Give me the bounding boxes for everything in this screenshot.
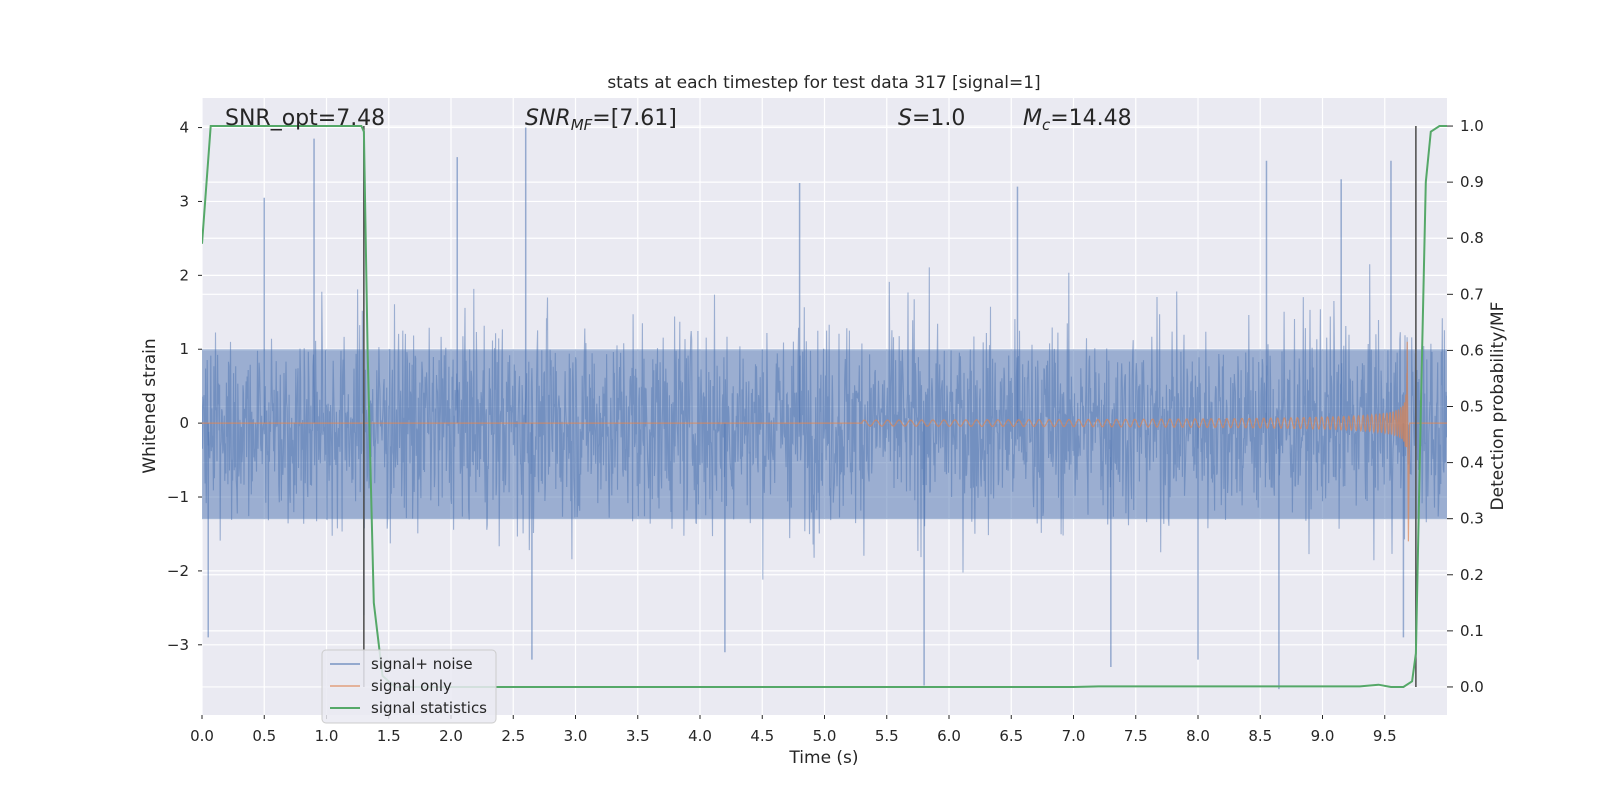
x-tick-label: 3.5	[626, 727, 650, 745]
y2-tick-label: 0.7	[1460, 285, 1484, 303]
y-tick-label: −2	[167, 562, 189, 580]
y2-tick-label: 0.2	[1460, 566, 1484, 584]
x-tick-label: 1.5	[377, 727, 401, 745]
annotation-snr-mf-value: =[7.61]	[592, 106, 677, 131]
y2-tick-label: 0.4	[1460, 454, 1484, 472]
x-tick-label: 4.5	[750, 727, 774, 745]
data-layer	[202, 125, 1447, 690]
legend-box	[321, 649, 497, 724]
y-axis-label: Whitened strain	[140, 338, 160, 473]
series-signal-statistics	[202, 125, 1447, 688]
x-tick-label: 8.0	[1186, 727, 1210, 745]
y-tick-label: −1	[167, 488, 189, 506]
x-tick-label: 1.0	[315, 727, 339, 745]
y2-tick-label: 1.0	[1460, 117, 1484, 135]
y2-tick-label: 0.3	[1460, 510, 1484, 528]
y2-tick-label: 0.5	[1460, 398, 1484, 416]
annotation-mc-symbol: M	[1023, 106, 1042, 131]
annotation-s: S=1.0	[898, 106, 965, 131]
series-signal-noise	[202, 127, 1447, 690]
x-tick-label: 5.5	[875, 727, 899, 745]
y-tick-label: 0	[179, 414, 189, 432]
y2-tick-label: 0.8	[1460, 229, 1484, 247]
annotation-s-value: =1.0	[912, 106, 965, 131]
signal-trace	[202, 341, 1447, 542]
annotation-snr-mf-subscript: MF	[571, 116, 593, 134]
legend-label-noise: signal+ noise	[371, 655, 473, 673]
x-axis-label: Time (s)	[788, 748, 858, 768]
y-tick-label: 3	[179, 192, 189, 210]
x-tick-label: 6.5	[999, 727, 1023, 745]
y-tick-label: 2	[179, 266, 189, 284]
x-tick-label: 7.5	[1124, 727, 1148, 745]
x-tick-label: 2.5	[501, 727, 525, 745]
x-tick-label: 0.0	[190, 727, 214, 745]
x-axis-ticks: 0.0 0.5 1.0 1.5 2.0 2.5 3.0 3.5 4.0 4.5 5.0 5.5 6.0 6…	[190, 715, 1397, 745]
x-tick-label: 0.5	[252, 727, 276, 745]
x-tick-label: 9.5	[1373, 727, 1397, 745]
y2-tick-label: 0.9	[1460, 173, 1484, 191]
y2-tick-label: 0.1	[1460, 622, 1484, 640]
annotation-mc-subscript: c	[1042, 116, 1051, 134]
x-tick-label: 8.5	[1248, 727, 1272, 745]
y2-axis-label: Detection probability/MF	[1488, 302, 1508, 511]
x-tick-label: 5.0	[813, 727, 837, 745]
stats-line	[202, 125, 1447, 688]
annotation-mc-value: =14.48	[1050, 106, 1131, 131]
annotation-snr-mf: SNRMF=[7.61]	[525, 106, 677, 134]
x-tick-label: 6.0	[937, 727, 961, 745]
legend-label-stats: signal statistics	[371, 699, 487, 717]
y-tick-label: 1	[179, 340, 189, 358]
annotation-mc: Mc=14.48	[1023, 106, 1132, 134]
legend-label-signal: signal only	[371, 677, 452, 695]
annotation-snr-opt: SNR_opt=7.48	[225, 106, 385, 131]
legend: signal+ noise signal only signal statist…	[321, 649, 497, 724]
annotation-snr-mf-symbol: SNR	[525, 106, 571, 131]
x-tick-label: 4.0	[688, 727, 712, 745]
x-tick-label: 3.0	[564, 727, 588, 745]
x-tick-label: 9.0	[1311, 727, 1335, 745]
x-tick-label: 2.0	[439, 727, 463, 745]
y-axis-ticks: 4 3 2 1 0 −1 −2 −3	[167, 119, 202, 654]
y-tick-label: 4	[179, 119, 189, 137]
noise-core-band	[202, 349, 1447, 520]
vertical-markers	[363, 126, 1417, 687]
y2-tick-label: 0.0	[1460, 678, 1484, 696]
x-tick-label: 7.0	[1062, 727, 1086, 745]
series-signal-only	[202, 341, 1447, 542]
annotation-s-symbol: S	[898, 106, 912, 131]
y2-tick-label: 0.6	[1460, 341, 1484, 359]
chart-title: stats at each timestep for test data 317…	[607, 73, 1040, 93]
y-tick-label: −3	[167, 636, 189, 654]
y2-axis-ticks: 1.0 0.9 0.8 0.7 0.6 0.5 0.4 0.3 0.2 0.1 0.0	[1447, 117, 1484, 696]
